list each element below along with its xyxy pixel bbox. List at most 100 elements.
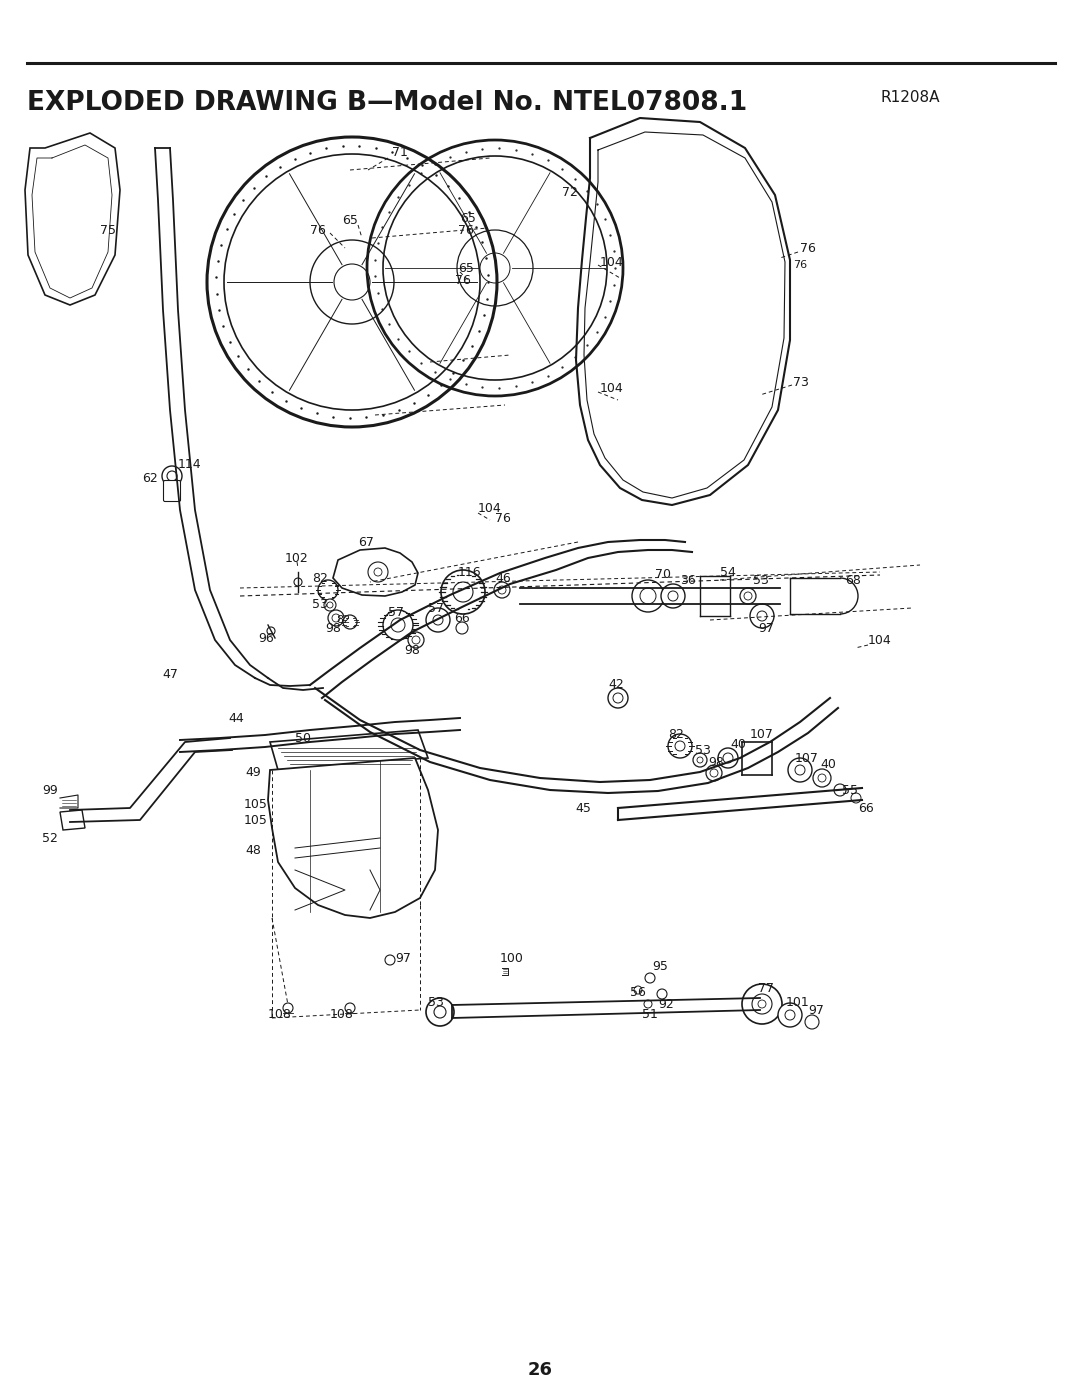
Text: 92: 92 — [658, 999, 674, 1011]
Text: 82: 82 — [336, 615, 350, 624]
Circle shape — [162, 467, 183, 486]
Text: 53: 53 — [753, 574, 769, 587]
Polygon shape — [268, 759, 438, 918]
Text: 53: 53 — [312, 598, 328, 612]
Text: 76: 76 — [458, 224, 474, 236]
Text: 47: 47 — [162, 669, 178, 682]
Circle shape — [294, 578, 302, 585]
Text: 98: 98 — [708, 756, 724, 768]
Polygon shape — [25, 133, 120, 305]
Text: 26: 26 — [527, 1361, 553, 1379]
Circle shape — [750, 604, 774, 629]
Polygon shape — [60, 810, 85, 830]
Text: 104: 104 — [600, 256, 624, 268]
Circle shape — [740, 588, 756, 604]
FancyBboxPatch shape — [163, 481, 180, 502]
Text: 105: 105 — [244, 799, 268, 812]
Circle shape — [834, 784, 846, 796]
Text: 104: 104 — [478, 502, 502, 514]
Text: 40: 40 — [730, 739, 746, 752]
Text: 65: 65 — [342, 214, 357, 226]
Text: 76: 76 — [793, 260, 807, 270]
Circle shape — [851, 793, 861, 803]
Text: 108: 108 — [330, 1009, 354, 1021]
Text: 107: 107 — [795, 752, 819, 764]
Circle shape — [778, 1003, 802, 1027]
Circle shape — [805, 1016, 819, 1030]
Text: 98: 98 — [404, 644, 420, 657]
Circle shape — [328, 610, 345, 626]
Text: 107: 107 — [750, 728, 774, 742]
Text: 53: 53 — [428, 996, 444, 1009]
Circle shape — [706, 766, 723, 781]
Text: R1208A: R1208A — [880, 89, 940, 105]
Circle shape — [456, 622, 468, 634]
Text: 99: 99 — [42, 784, 57, 796]
Circle shape — [426, 608, 450, 631]
Circle shape — [693, 753, 707, 767]
Text: 51: 51 — [642, 1007, 658, 1020]
Text: 55: 55 — [842, 784, 858, 796]
Circle shape — [632, 580, 664, 612]
Circle shape — [718, 747, 738, 768]
Text: 70: 70 — [654, 567, 671, 581]
Text: 62: 62 — [141, 472, 158, 485]
Circle shape — [813, 768, 831, 787]
Text: 66: 66 — [858, 802, 874, 814]
Text: 76: 76 — [455, 274, 471, 286]
Circle shape — [441, 570, 485, 615]
Circle shape — [267, 627, 275, 636]
Text: 53: 53 — [696, 743, 711, 757]
Text: 82: 82 — [312, 571, 328, 584]
Text: 54: 54 — [720, 567, 735, 580]
Text: 98: 98 — [325, 622, 341, 634]
Circle shape — [661, 584, 685, 608]
Circle shape — [788, 759, 812, 782]
Text: 97: 97 — [395, 951, 410, 964]
Text: 36: 36 — [680, 574, 696, 587]
Text: 105: 105 — [244, 813, 268, 827]
Text: 56: 56 — [630, 985, 646, 999]
Text: 82: 82 — [669, 728, 684, 742]
Text: 77: 77 — [758, 982, 774, 995]
Text: 76: 76 — [310, 224, 326, 236]
Text: 67: 67 — [357, 536, 374, 549]
Text: 101: 101 — [786, 996, 810, 1009]
Text: 46: 46 — [495, 571, 511, 584]
Text: 72: 72 — [562, 186, 578, 198]
Text: 73: 73 — [793, 376, 809, 388]
Text: EXPLODED DRAWING B—Model No. NTEL07808.1: EXPLODED DRAWING B—Model No. NTEL07808.1 — [27, 89, 747, 116]
Text: 66: 66 — [454, 612, 470, 624]
Circle shape — [742, 983, 782, 1024]
Circle shape — [426, 997, 454, 1025]
Text: 76: 76 — [495, 511, 511, 524]
Text: 96: 96 — [258, 631, 273, 644]
Text: 97: 97 — [758, 622, 774, 634]
Text: 57: 57 — [388, 606, 404, 619]
Circle shape — [608, 687, 627, 708]
Text: 49: 49 — [245, 767, 260, 780]
Circle shape — [669, 733, 692, 759]
Text: 57: 57 — [428, 602, 444, 615]
Circle shape — [318, 580, 338, 599]
Text: 104: 104 — [600, 381, 624, 394]
Text: 45: 45 — [575, 802, 591, 814]
Circle shape — [408, 631, 424, 648]
Circle shape — [343, 615, 357, 629]
Text: 102: 102 — [285, 552, 309, 564]
Text: 71: 71 — [392, 145, 408, 158]
Text: 40: 40 — [820, 759, 836, 771]
Text: 42: 42 — [608, 679, 624, 692]
Text: 50: 50 — [295, 732, 311, 745]
Text: 44: 44 — [228, 711, 244, 725]
Circle shape — [324, 599, 336, 610]
Polygon shape — [333, 548, 418, 597]
Text: 97: 97 — [808, 1003, 824, 1017]
Text: 100: 100 — [500, 951, 524, 964]
Circle shape — [494, 583, 510, 598]
Text: 104: 104 — [868, 633, 892, 647]
Text: 76: 76 — [800, 242, 815, 254]
Text: 52: 52 — [42, 831, 58, 845]
Text: 108: 108 — [268, 1009, 292, 1021]
Text: 95: 95 — [652, 960, 667, 972]
